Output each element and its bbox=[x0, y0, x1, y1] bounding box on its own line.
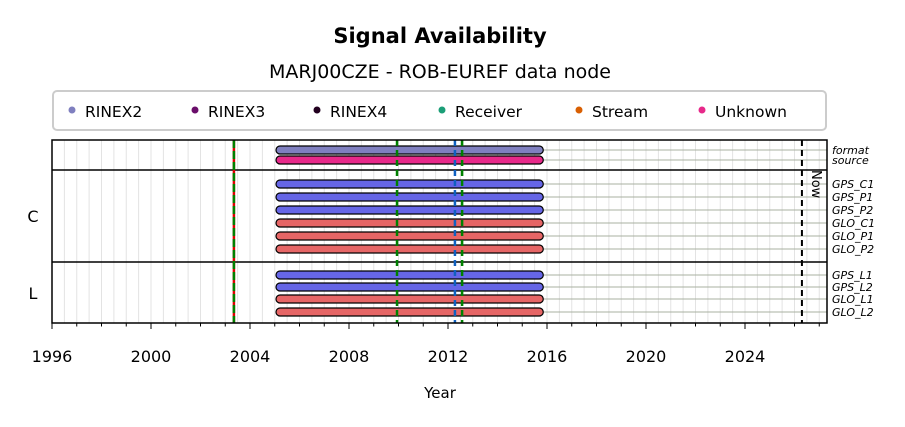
x-axis-label: Year bbox=[423, 384, 457, 402]
legend-marker-rinex2 bbox=[68, 106, 76, 114]
plot-frame bbox=[51, 139, 828, 324]
bar-GLO_C1 bbox=[275, 218, 544, 228]
x-tick-label-2000: 2000 bbox=[131, 347, 172, 366]
bar-GPS_P2 bbox=[275, 205, 544, 215]
x-tick-label-2020: 2020 bbox=[626, 347, 667, 366]
bar-GLO_P1 bbox=[275, 231, 544, 241]
legend-marker-receiver bbox=[438, 106, 446, 114]
chart-title: Signal Availability bbox=[333, 24, 547, 48]
row-label-GPS_L2: GPS_L2 bbox=[832, 281, 873, 294]
x-tick-label-2004: 2004 bbox=[230, 347, 271, 366]
x-tick-label-2012: 2012 bbox=[428, 347, 469, 366]
bar-GPS_L1 bbox=[275, 270, 544, 280]
row-label-GLO_L2: GLO_L2 bbox=[832, 306, 874, 319]
bar-GPS_L2 bbox=[275, 282, 544, 292]
x-tick-label-2024: 2024 bbox=[725, 347, 766, 366]
now-label: Now bbox=[808, 170, 823, 199]
row-label-GPS_C1: GPS_C1 bbox=[832, 178, 874, 191]
legend-marker-rinex3 bbox=[191, 106, 199, 114]
legend-label-rinex4: RINEX4 bbox=[330, 103, 387, 121]
row-label-GLO_P1: GLO_P1 bbox=[832, 230, 874, 243]
legend-marker-rinex4 bbox=[313, 106, 321, 114]
legend-label-rinex3: RINEX3 bbox=[208, 103, 265, 121]
bar-source bbox=[275, 155, 544, 165]
bar-GLO_L1 bbox=[275, 294, 544, 304]
bar-GPS_P1 bbox=[275, 192, 544, 202]
x-tick-label-2016: 2016 bbox=[527, 347, 568, 366]
bar-GLO_P2 bbox=[275, 244, 544, 254]
bar-GPS_C1 bbox=[275, 179, 544, 189]
row-label-GLO_L1: GLO_L1 bbox=[832, 293, 874, 306]
group-label-C: C bbox=[27, 207, 38, 226]
row-label-GPS_L1: GPS_L1 bbox=[832, 269, 873, 282]
bar-format bbox=[275, 145, 544, 155]
x-tick-label-1996: 1996 bbox=[32, 347, 73, 366]
row-label-GLO_C1: GLO_C1 bbox=[832, 217, 875, 230]
row-label-GPS_P2: GPS_P2 bbox=[832, 204, 873, 217]
legend: RINEX2 RINEX3 RINEX4 Receiver Stream Unknown bbox=[68, 103, 787, 121]
legend-label-stream: Stream bbox=[592, 103, 648, 121]
legend-label-unknown: Unknown bbox=[715, 103, 787, 121]
chart-subtitle: MARJ00CZE - ROB-EUREF data node bbox=[269, 61, 611, 83]
plot-area: formatsourceCGPS_C1GPS_P1GPS_P2GLO_C1GLO… bbox=[27, 139, 875, 366]
legend-marker-stream bbox=[575, 106, 583, 114]
legend-label-receiver: Receiver bbox=[455, 103, 523, 121]
x-tick-label-2008: 2008 bbox=[329, 347, 370, 366]
bar-GLO_L2 bbox=[275, 307, 544, 317]
legend-label-rinex2: RINEX2 bbox=[85, 103, 142, 121]
row-label-source: source bbox=[832, 154, 869, 167]
legend-marker-unknown bbox=[698, 106, 706, 114]
row-label-GPS_P1: GPS_P1 bbox=[832, 191, 873, 204]
row-label-format: format bbox=[832, 144, 870, 157]
group-label-L: L bbox=[29, 284, 38, 303]
row-label-GLO_P2: GLO_P2 bbox=[832, 243, 874, 256]
